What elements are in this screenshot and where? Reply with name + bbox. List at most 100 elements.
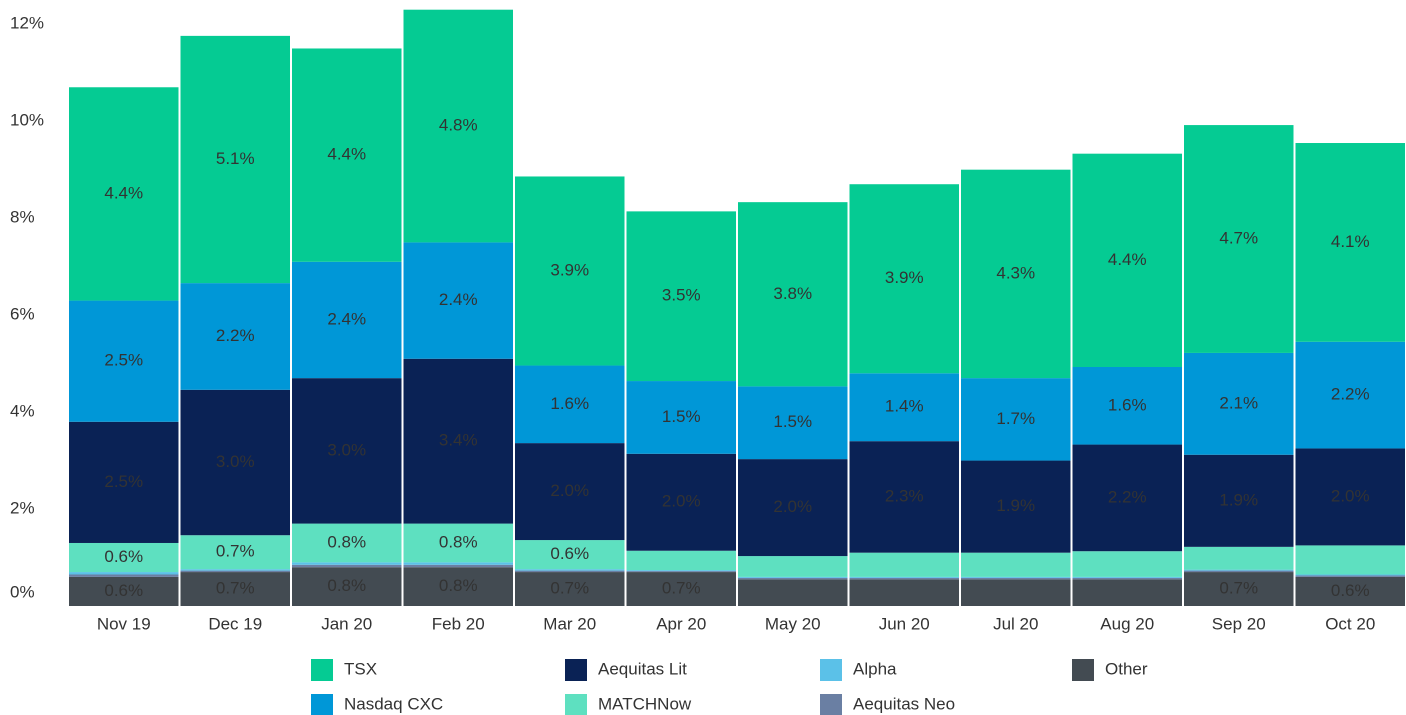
data-label: 2.4% xyxy=(327,309,366,328)
data-label: 2.2% xyxy=(1331,385,1370,404)
bar-segment xyxy=(69,574,179,577)
bar-segment xyxy=(738,386,848,460)
bar-segment xyxy=(515,540,625,570)
legend-label: Nasdaq CXC xyxy=(344,694,443,713)
legend-swatch xyxy=(311,659,333,681)
data-label: 0.7% xyxy=(550,579,589,598)
data-label: 3.4% xyxy=(439,431,478,450)
bar-segment xyxy=(961,378,1071,461)
data-label: 2.0% xyxy=(662,492,701,511)
bar-segment xyxy=(1295,574,1405,576)
data-label: 2.2% xyxy=(216,326,255,345)
bar-segment xyxy=(1184,454,1294,547)
data-label: 0.6% xyxy=(104,581,143,600)
data-label: 0.7% xyxy=(216,579,255,598)
bar-segment xyxy=(1295,545,1405,575)
bar-segment xyxy=(515,569,625,571)
bar-segment xyxy=(292,378,402,524)
data-label: 1.6% xyxy=(550,394,589,413)
data-label: 4.4% xyxy=(327,145,366,164)
bar-segment xyxy=(515,176,625,366)
bar-segment xyxy=(626,550,736,571)
data-label: 2.1% xyxy=(1219,393,1258,412)
bar-segment xyxy=(849,552,959,577)
bar-segment xyxy=(69,300,179,422)
bar-segment xyxy=(1184,546,1294,570)
data-label: 2.2% xyxy=(1108,487,1147,506)
x-tick-label: Apr 20 xyxy=(656,614,706,633)
bar-segment xyxy=(69,87,179,301)
y-tick-label: 12% xyxy=(10,14,44,33)
bar-segment xyxy=(626,453,736,551)
data-label: 4.8% xyxy=(439,116,478,135)
bar-segment xyxy=(180,283,290,390)
data-label: 0.8% xyxy=(327,532,366,551)
legend-label: Other xyxy=(1105,659,1148,678)
y-tick-label: 8% xyxy=(10,208,35,227)
data-label: 0.8% xyxy=(439,532,478,551)
data-label: 2.4% xyxy=(439,290,478,309)
bar-segment xyxy=(292,261,402,379)
data-label: 1.9% xyxy=(996,496,1035,515)
x-tick-label: Jul 20 xyxy=(993,614,1038,633)
data-label: 2.5% xyxy=(104,351,143,370)
data-label: 1.5% xyxy=(773,412,812,431)
bar-segment xyxy=(1072,444,1182,552)
legend-label: Alpha xyxy=(853,659,897,678)
legend-swatch xyxy=(820,694,842,715)
bar-segment xyxy=(1295,341,1405,449)
bar-segment xyxy=(515,443,625,541)
bar-segment xyxy=(961,552,1071,577)
bar-segment xyxy=(961,577,1071,580)
bar-segment xyxy=(1184,570,1294,573)
bar-segment xyxy=(626,381,736,454)
bar-segment xyxy=(1072,153,1182,367)
data-label: 4.4% xyxy=(104,183,143,202)
bar-segment xyxy=(961,579,1071,606)
bar-segment xyxy=(515,572,625,606)
bar-segment xyxy=(738,556,848,577)
data-label: 4.7% xyxy=(1219,228,1258,247)
bar-segment xyxy=(1184,569,1294,571)
bar-segment xyxy=(849,577,959,580)
bar-segment xyxy=(515,365,625,444)
bar-segment xyxy=(738,202,848,387)
y-tick-label: 0% xyxy=(10,582,35,601)
bar-segment xyxy=(180,572,290,606)
data-label: 2.0% xyxy=(773,497,812,516)
bar-segment xyxy=(69,572,179,575)
bar-segment xyxy=(180,35,290,284)
data-label: 0.6% xyxy=(550,544,589,563)
bar-segment xyxy=(292,567,402,606)
bar-segment xyxy=(515,570,625,573)
y-tick-label: 2% xyxy=(10,499,35,518)
bar-segment xyxy=(180,570,290,573)
data-label: 2.0% xyxy=(550,481,589,500)
legend-swatch xyxy=(565,659,587,681)
bar-segment xyxy=(403,567,513,606)
bar-segment xyxy=(849,441,959,553)
data-label: 0.6% xyxy=(1331,581,1370,600)
bar-segment xyxy=(849,184,959,374)
x-tick-label: Dec 19 xyxy=(208,614,262,633)
bar-segment xyxy=(1295,575,1405,577)
y-tick-label: 6% xyxy=(10,305,35,324)
data-label: 3.9% xyxy=(550,260,589,279)
bar-segment xyxy=(403,242,513,359)
y-tick-label: 4% xyxy=(10,402,35,421)
bar-segment xyxy=(1072,551,1182,577)
bar-segment xyxy=(1295,448,1405,546)
x-tick-label: Mar 20 xyxy=(543,614,596,633)
bar-segment xyxy=(1184,125,1294,353)
bar-segment xyxy=(961,460,1071,553)
bar-segment xyxy=(626,571,736,573)
bar-segment xyxy=(626,572,736,606)
bar-segment xyxy=(738,577,848,580)
legend-swatch xyxy=(1072,659,1094,681)
data-label: 4.4% xyxy=(1108,250,1147,269)
data-label: 4.3% xyxy=(996,263,1035,282)
bar-segment xyxy=(403,523,513,563)
legend-label: Aequitas Neo xyxy=(853,694,955,713)
x-tick-label: Aug 20 xyxy=(1100,614,1154,633)
